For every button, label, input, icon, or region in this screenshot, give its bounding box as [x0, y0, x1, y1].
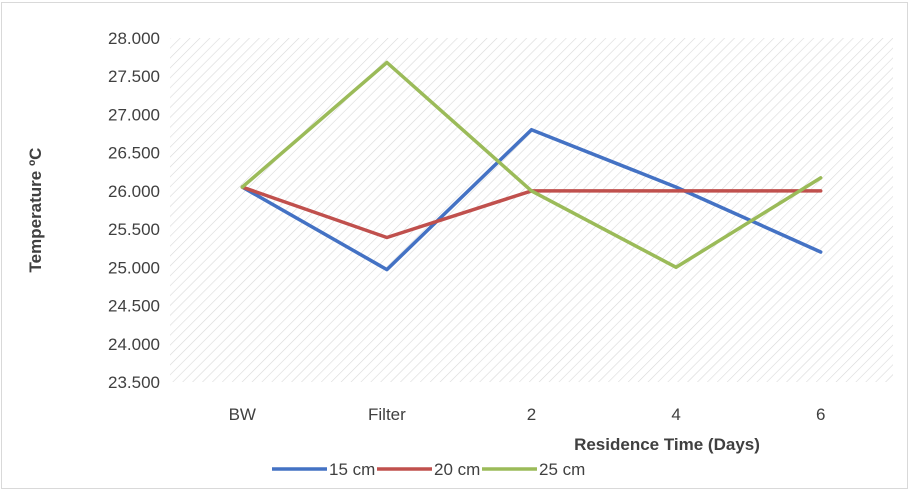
- y-axis-title: Temperature ºC: [26, 148, 45, 273]
- y-tick-label: 27.500: [108, 67, 160, 86]
- plot-area: [170, 38, 893, 382]
- legend-label: 25 cm: [539, 460, 585, 479]
- x-tick-label: 6: [816, 405, 825, 424]
- y-tick-label: 25.500: [108, 220, 160, 239]
- legend-label: 15 cm: [329, 460, 375, 479]
- y-tick-label: 23.500: [108, 373, 160, 392]
- y-axis: 23.500 24.000 24.500 25.000 25.500 26.000 26.5…: [108, 29, 160, 392]
- y-tick-label: 28.000: [108, 29, 160, 48]
- x-tick-label: 4: [671, 405, 680, 424]
- y-tick-label: 26.500: [108, 144, 160, 163]
- x-axis: BW Filter 2 4 6: [229, 405, 826, 424]
- series-lines: [240, 60, 823, 272]
- y-tick-label: 24.500: [108, 297, 160, 316]
- y-tick-label: 27.000: [108, 105, 160, 124]
- series-line-15-cm: [240, 127, 823, 272]
- legend-label: 20 cm: [434, 460, 480, 479]
- x-tick-label: Filter: [368, 405, 406, 424]
- x-tick-label: 2: [527, 405, 536, 424]
- y-tick-label: 26.000: [108, 182, 160, 201]
- y-tick-label: 25.000: [108, 258, 160, 277]
- series-line-25-cm: [240, 60, 823, 270]
- x-axis-title: Residence Time (Days): [574, 435, 760, 454]
- y-tick-label: 24.000: [108, 335, 160, 354]
- x-tick-label: BW: [229, 405, 256, 424]
- legend: 15 cm 20 cm 25 cm: [272, 460, 585, 479]
